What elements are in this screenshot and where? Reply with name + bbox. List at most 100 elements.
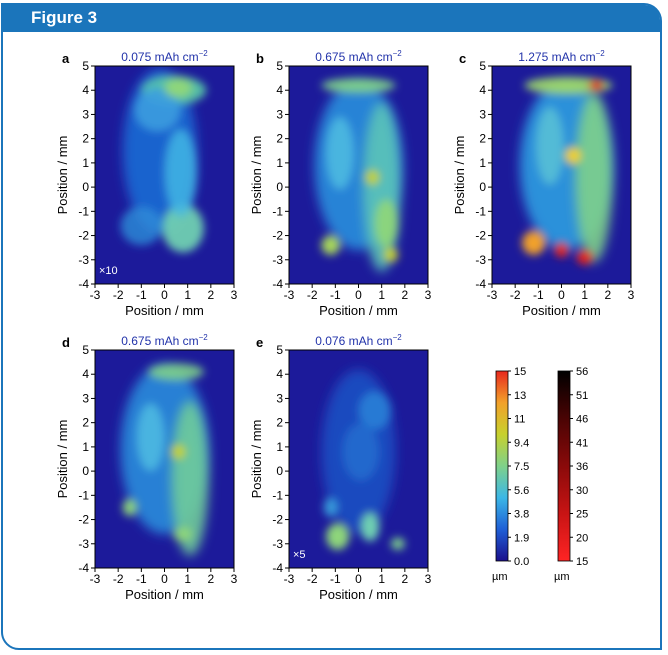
x-axis-label: Position / mm bbox=[319, 587, 398, 602]
colorbar-tick-label: 36 bbox=[576, 461, 588, 473]
y-tick-label: 5 bbox=[479, 59, 486, 73]
y-tick-label: 2 bbox=[479, 132, 486, 146]
panel-letter: c bbox=[459, 51, 466, 66]
heatmap-blob bbox=[589, 80, 604, 91]
heatmap-blobs bbox=[314, 78, 403, 272]
y-tick-label: -2 bbox=[78, 229, 89, 243]
x-axis-label: Position / mm bbox=[522, 303, 601, 318]
heatmap-blob bbox=[171, 400, 209, 556]
y-tick-label: -1 bbox=[78, 204, 89, 218]
colorbar-gradient bbox=[495, 370, 509, 562]
y-tick-label: 5 bbox=[82, 59, 89, 73]
colorbar-tick-label: 1.9 bbox=[514, 532, 529, 544]
x-tick-label: 2 bbox=[401, 572, 408, 586]
panel-title: 0.075 mAh cm−2 bbox=[121, 49, 208, 64]
y-axis-label: Position / mm bbox=[452, 136, 467, 215]
colorbar-tick-label: 0.0 bbox=[514, 556, 529, 568]
x-tick-label: 3 bbox=[231, 288, 238, 302]
heatmap-blobs bbox=[120, 363, 209, 556]
y-axis-label: Position / mm bbox=[55, 420, 70, 499]
x-tick-label: 1 bbox=[184, 288, 191, 302]
y-tick-label: -3 bbox=[78, 537, 89, 551]
x-tick-label: 2 bbox=[604, 288, 611, 302]
y-tick-label: -1 bbox=[272, 204, 283, 218]
colorbar-2: 56 51 46 41 36 30 25 20 15 µm bbox=[554, 366, 588, 583]
heatmap-blob bbox=[524, 76, 613, 94]
y-tick-label: 2 bbox=[276, 132, 283, 146]
y-tick-label: 5 bbox=[276, 59, 283, 73]
x-tick-label: 3 bbox=[425, 572, 432, 586]
y-tick-label: 1 bbox=[276, 440, 283, 454]
colorbar-unit: µm bbox=[492, 571, 508, 583]
heatmap-blob bbox=[522, 230, 546, 255]
heatmap-blob bbox=[136, 403, 165, 472]
y-tick-label: -2 bbox=[475, 229, 486, 243]
x-tick-label: 2 bbox=[401, 288, 408, 302]
y-tick-label: 3 bbox=[82, 391, 89, 405]
x-tick-label: -3 bbox=[90, 288, 101, 302]
x-tick-label: -1 bbox=[330, 572, 341, 586]
x-tick-label: 0 bbox=[161, 572, 168, 586]
x-tick-label: 1 bbox=[581, 288, 588, 302]
y-tick-label: 0 bbox=[82, 464, 89, 478]
x-tick-label: -2 bbox=[510, 288, 521, 302]
y-tick-label: 4 bbox=[276, 367, 283, 381]
y-tick-label: -3 bbox=[475, 253, 486, 267]
heatmap-blob bbox=[536, 107, 564, 185]
panel-letter: e bbox=[256, 335, 263, 350]
x-axis-label: Position / mm bbox=[319, 303, 398, 318]
y-tick-label: 3 bbox=[479, 107, 486, 121]
x-tick-label: -1 bbox=[533, 288, 544, 302]
scale-note: ×10 bbox=[99, 265, 118, 277]
colorbar-gradient bbox=[557, 370, 571, 562]
y-tick-label: 3 bbox=[276, 107, 283, 121]
y-axis-label: Position / mm bbox=[249, 420, 264, 499]
colorbar-tick-label: 11 bbox=[514, 414, 525, 426]
x-tick-label: -2 bbox=[307, 288, 318, 302]
x-tick-label: -3 bbox=[284, 288, 295, 302]
heatmap-blob bbox=[164, 78, 193, 98]
y-tick-label: 3 bbox=[82, 107, 89, 121]
x-tick-label: 3 bbox=[628, 288, 635, 302]
heatmap-blobs bbox=[519, 76, 613, 265]
heatmap-blob bbox=[164, 128, 197, 217]
y-tick-label: 3 bbox=[276, 391, 283, 405]
x-tick-label: 0 bbox=[161, 288, 168, 302]
x-axis-label: Position / mm bbox=[125, 587, 204, 602]
y-tick-label: 4 bbox=[276, 83, 283, 97]
heatmap-blob bbox=[363, 102, 401, 272]
panel-title: 1.275 mAh cm−2 bbox=[518, 49, 605, 64]
x-tick-label: -3 bbox=[284, 572, 295, 586]
x-tick-label: 1 bbox=[184, 572, 191, 586]
y-tick-label: 4 bbox=[479, 83, 486, 97]
y-tick-label: -4 bbox=[78, 277, 89, 291]
heatmap-blob bbox=[321, 78, 396, 93]
heatmap-blob bbox=[323, 497, 338, 518]
colorbar-tick-label: 30 bbox=[576, 485, 588, 497]
x-tick-label: 1 bbox=[378, 288, 385, 302]
y-tick-label: 0 bbox=[276, 180, 283, 194]
colorbar-tick-label: 9.4 bbox=[514, 437, 529, 449]
heatmap-blob bbox=[365, 170, 380, 185]
x-tick-label: 1 bbox=[378, 572, 385, 586]
heatmap-blob bbox=[360, 512, 380, 542]
panel-title: 0.675 mAh cm−2 bbox=[315, 49, 402, 64]
x-tick-label: -2 bbox=[307, 572, 318, 586]
y-axis-label: Position / mm bbox=[55, 136, 70, 215]
heatmap-blob bbox=[576, 250, 593, 265]
colorbar-unit: µm bbox=[554, 571, 570, 583]
y-tick-label: -4 bbox=[272, 277, 283, 291]
colorbar-tick-label: 20 bbox=[576, 532, 588, 544]
y-tick-label: -3 bbox=[272, 253, 283, 267]
x-tick-label: 0 bbox=[355, 572, 362, 586]
x-tick-label: -3 bbox=[90, 572, 101, 586]
x-tick-label: -2 bbox=[113, 572, 124, 586]
colorbar-tick-label: 3.8 bbox=[514, 509, 529, 521]
heatmap-blob bbox=[575, 92, 613, 263]
heatmap-blob bbox=[342, 422, 380, 481]
heatmap-blob bbox=[171, 444, 186, 459]
y-tick-label: 2 bbox=[276, 416, 283, 430]
